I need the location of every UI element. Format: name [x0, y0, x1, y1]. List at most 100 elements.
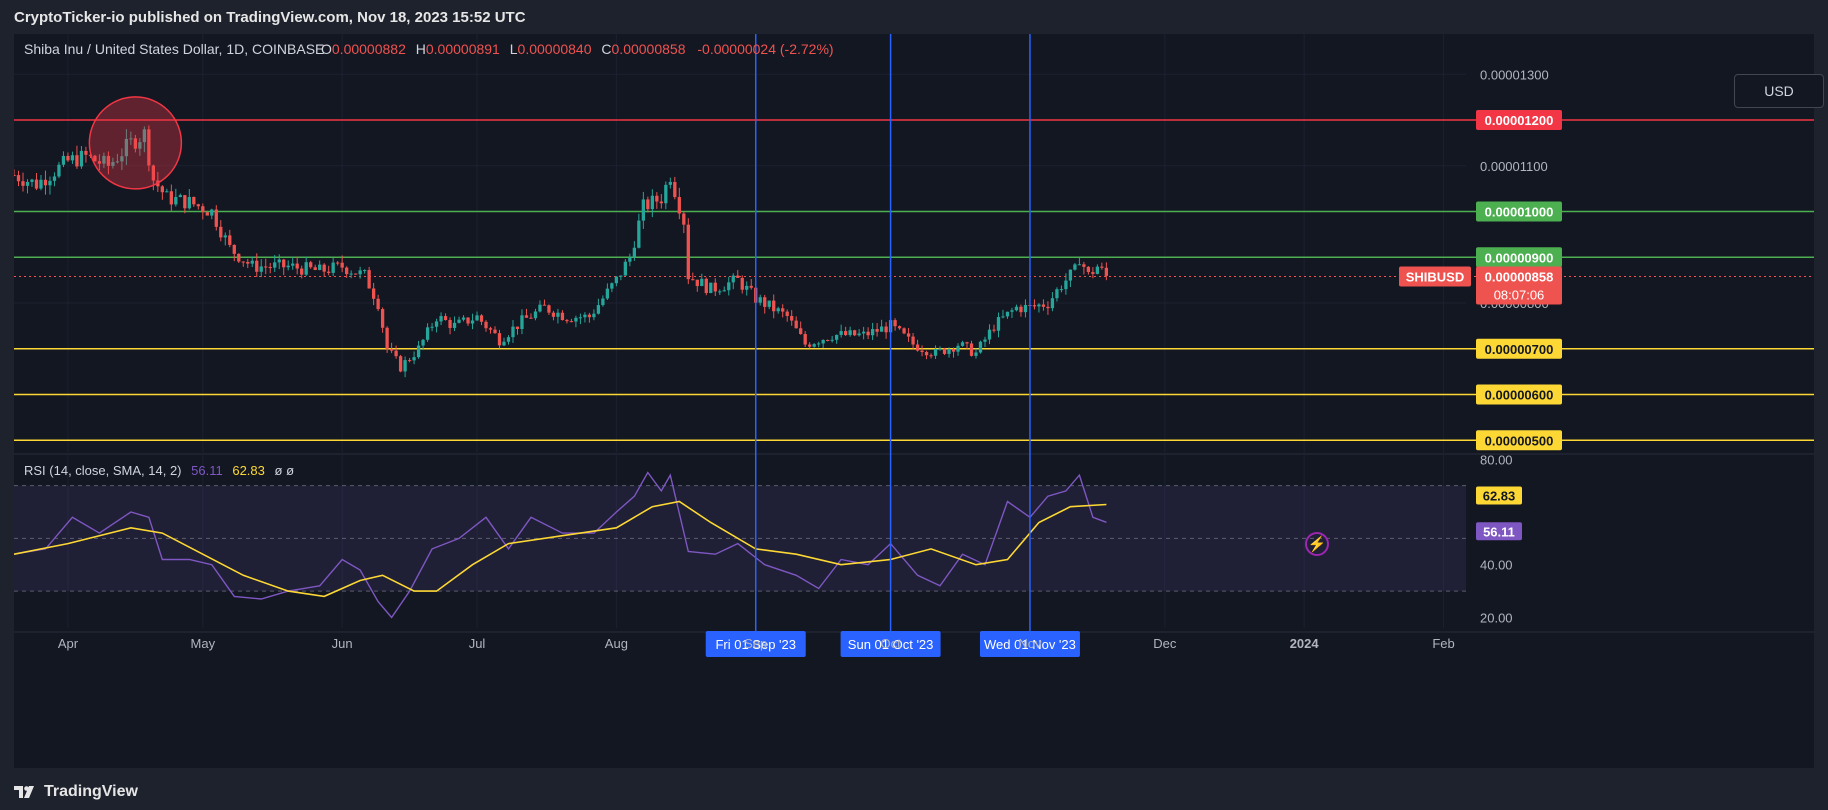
candle: [331, 257, 335, 277]
candle: [790, 310, 794, 326]
candle: [839, 324, 843, 338]
candle-body: [987, 329, 992, 340]
candle: [457, 316, 461, 324]
candle-body: [61, 155, 66, 165]
candle-body: [443, 316, 448, 320]
candle-body: [614, 276, 619, 284]
candle: [66, 152, 70, 162]
candle-body: [767, 300, 771, 307]
candle-body: [673, 182, 677, 198]
candle-body: [906, 333, 911, 337]
candle: [1059, 285, 1064, 293]
close-value: 0.00000858: [612, 41, 686, 57]
candle-body: [520, 315, 524, 330]
candle: [506, 335, 511, 345]
rsi-sma-value-label: 62.83: [1483, 489, 1516, 504]
candle-body: [817, 343, 821, 345]
candle-body: [843, 331, 848, 336]
candle-body: [727, 282, 731, 291]
tradingview-logo[interactable]: TradingView: [14, 783, 138, 801]
candle-body: [587, 314, 592, 318]
candle: [475, 311, 479, 321]
candle-body: [578, 317, 583, 319]
price-level-label: 0.00000500: [1485, 433, 1554, 448]
candle: [385, 326, 389, 353]
candle-body: [147, 129, 151, 166]
candle-body: [1064, 280, 1068, 290]
price-level-label: 0.00000900: [1485, 250, 1554, 265]
candle-body: [1050, 298, 1055, 309]
candle-body: [403, 360, 407, 372]
date-marker-label: Sun 01 Oct '23: [848, 637, 934, 652]
candle: [772, 294, 776, 319]
candle: [205, 210, 209, 216]
candle: [345, 266, 349, 278]
candle: [915, 339, 920, 352]
candle: [924, 350, 929, 360]
candle-body: [421, 339, 425, 346]
candle-body: [439, 316, 443, 322]
candle: [376, 294, 380, 312]
chart-canvas[interactable]: Fri 01 Sep '23 Sun 01 Oct '23 Wed 01 Nov '…: [12, 34, 1814, 768]
candle-body: [659, 201, 663, 204]
candle: [75, 145, 79, 169]
candle: [461, 315, 466, 322]
candle-body: [772, 300, 776, 312]
currency-button[interactable]: USD: [1734, 74, 1824, 108]
candle: [439, 312, 443, 326]
x-tick-label: Sep: [744, 636, 767, 651]
candle: [700, 273, 704, 287]
candle: [637, 213, 641, 249]
candle-body: [704, 278, 708, 294]
candle-body: [255, 260, 259, 272]
candle-body: [924, 351, 929, 356]
candle: [1055, 287, 1059, 302]
candle: [196, 203, 200, 210]
candle-body: [385, 327, 389, 349]
candle: [264, 258, 268, 275]
candle: [493, 326, 497, 334]
candle: [677, 187, 681, 220]
candle-body: [1014, 306, 1019, 311]
candle: [587, 312, 592, 323]
candle: [565, 318, 569, 324]
candle-body: [484, 321, 488, 329]
publisher-bar: CryptoTicker-io published on TradingView…: [0, 0, 1828, 34]
candle: [614, 276, 619, 287]
candle-body: [389, 348, 394, 351]
candle: [560, 310, 565, 321]
candle: [97, 154, 102, 171]
candle-body: [641, 199, 645, 221]
candle-body: [583, 314, 587, 318]
candle: [731, 273, 735, 290]
candle-body: [524, 315, 529, 318]
candle: [255, 253, 259, 278]
candle: [605, 283, 610, 300]
lightning-icon[interactable]: ⚡: [1305, 532, 1329, 556]
candle: [30, 178, 34, 187]
candle: [978, 340, 983, 354]
candle: [951, 347, 956, 358]
candle-body: [861, 331, 866, 334]
candle: [304, 256, 308, 276]
candle-body: [799, 328, 803, 335]
candle: [389, 342, 394, 354]
candle: [434, 318, 439, 333]
current-price-badge: [1476, 266, 1562, 305]
candle-body: [457, 319, 461, 323]
candle-body: [151, 165, 156, 181]
candle-body: [133, 138, 138, 149]
candle: [84, 146, 88, 163]
price-level-badge: [1476, 110, 1562, 131]
candle-body: [1032, 305, 1037, 307]
candle-body: [915, 344, 920, 351]
candle-body: [655, 195, 659, 202]
candle: [992, 324, 996, 333]
candle: [781, 304, 785, 318]
candle-body: [556, 312, 560, 317]
candle: [897, 325, 902, 330]
candle: [1023, 299, 1028, 318]
candle-body: [398, 356, 403, 372]
candle-body: [848, 330, 852, 336]
candle: [79, 146, 84, 169]
